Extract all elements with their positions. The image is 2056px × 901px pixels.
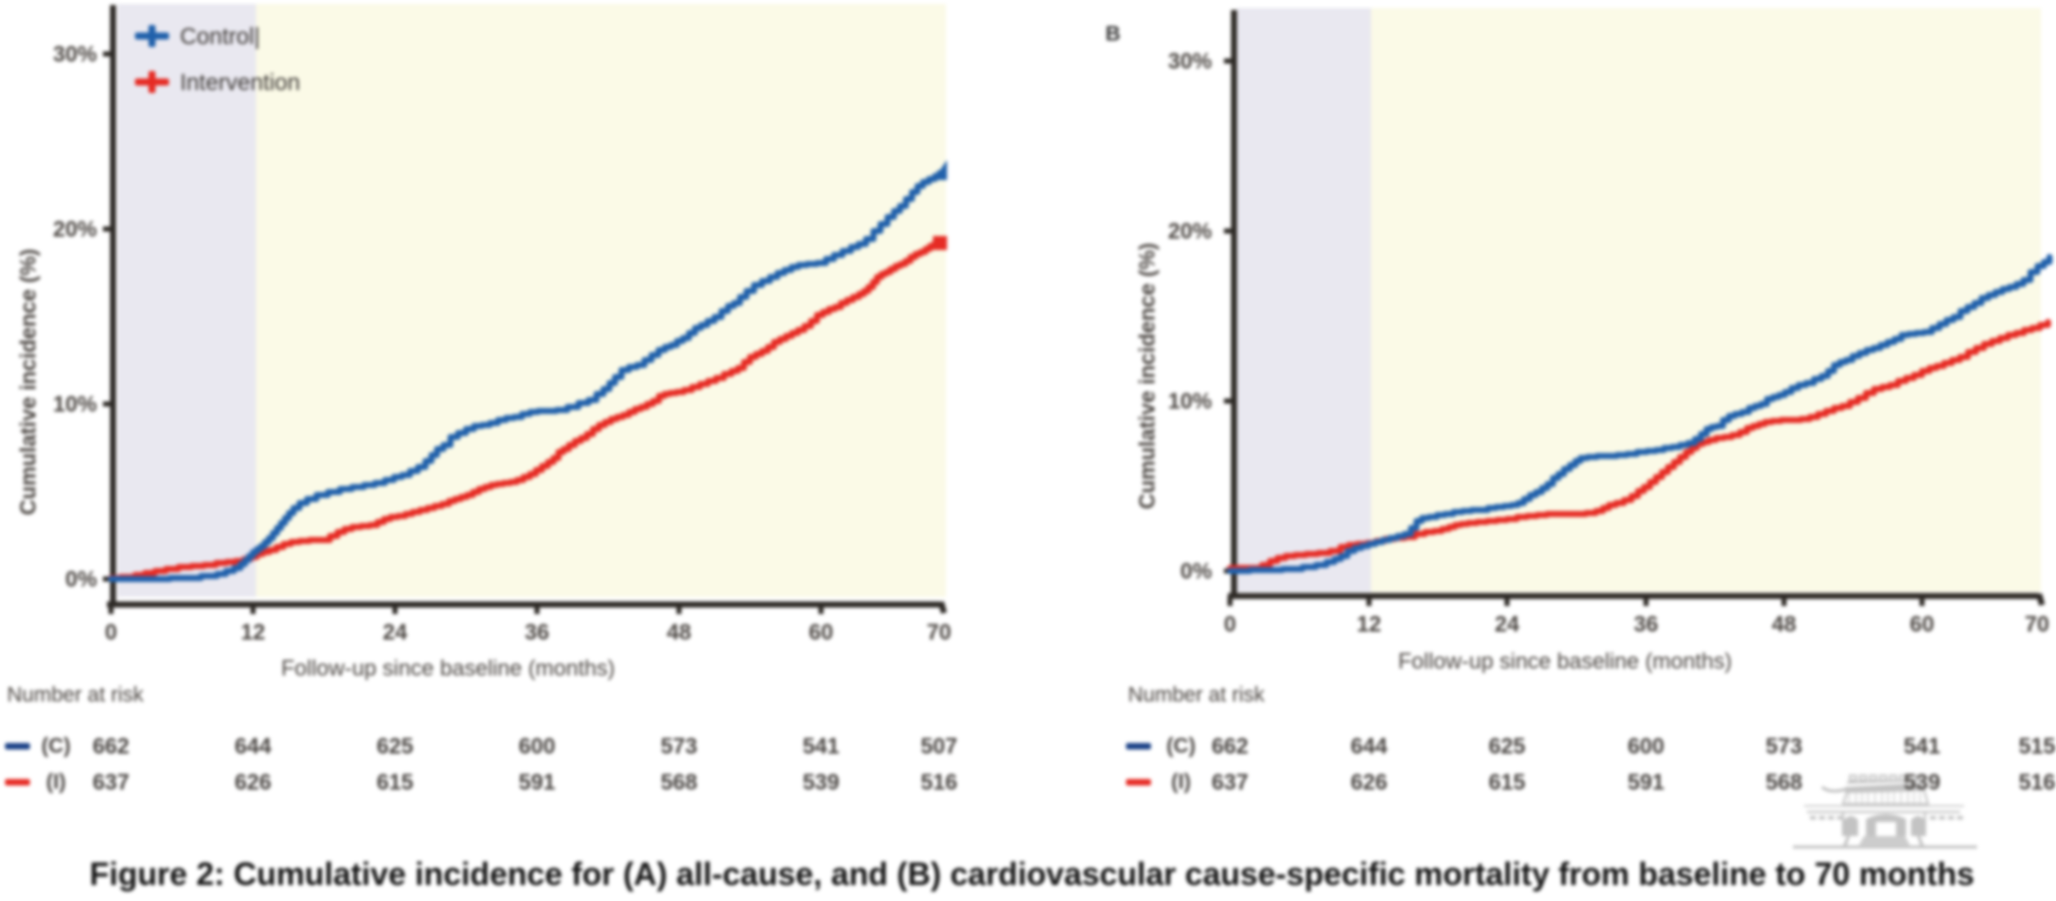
svg-text:Number at risk: Number at risk: [7, 684, 144, 707]
svg-text:70: 70: [2025, 612, 2049, 637]
svg-text:662: 662: [93, 734, 130, 759]
svg-text:573: 573: [661, 734, 698, 759]
svg-text:12: 12: [241, 620, 265, 645]
svg-text:591: 591: [519, 770, 556, 795]
svg-text:637: 637: [1212, 770, 1249, 795]
svg-text:36: 36: [1634, 612, 1658, 637]
svg-text:541: 541: [1904, 734, 1941, 759]
svg-text:615: 615: [1489, 770, 1526, 795]
svg-text:516: 516: [2019, 770, 2056, 795]
svg-text:60: 60: [1910, 612, 1934, 637]
svg-text:(C): (C): [41, 735, 70, 758]
svg-text:Cumulative incidence (%): Cumulative incidence (%): [1135, 243, 1160, 510]
svg-text:515: 515: [2019, 734, 2056, 759]
svg-text:10%: 10%: [53, 392, 97, 417]
svg-text:(I): (I): [1171, 771, 1191, 794]
svg-text:30%: 30%: [53, 42, 97, 67]
svg-text:568: 568: [1766, 770, 1803, 795]
svg-text:10%: 10%: [1168, 389, 1212, 414]
svg-text:568: 568: [661, 770, 698, 795]
svg-text:30%: 30%: [1168, 49, 1212, 74]
svg-text:60: 60: [809, 620, 833, 645]
svg-text:0: 0: [1224, 612, 1236, 637]
svg-text:24: 24: [383, 620, 408, 645]
svg-text:644: 644: [235, 734, 272, 759]
svg-text:625: 625: [377, 734, 414, 759]
svg-text:516: 516: [921, 770, 958, 795]
svg-text:20%: 20%: [1168, 219, 1212, 244]
svg-text:626: 626: [235, 770, 272, 795]
svg-text:Control|: Control|: [180, 23, 260, 49]
svg-text:539: 539: [803, 770, 840, 795]
svg-text:48: 48: [1772, 612, 1796, 637]
svg-text:Follow-up since baseline (mont: Follow-up since baseline (months): [1398, 649, 1732, 674]
svg-text:Intervention: Intervention: [180, 69, 300, 95]
svg-text:Cumulative incidence (%): Cumulative incidence (%): [16, 249, 41, 516]
svg-text:662: 662: [1212, 734, 1249, 759]
svg-text:539: 539: [1904, 770, 1941, 795]
svg-text:600: 600: [1628, 734, 1665, 759]
svg-text:24: 24: [1495, 612, 1520, 637]
svg-text:36: 36: [525, 620, 549, 645]
svg-text:Number at risk: Number at risk: [1128, 684, 1265, 707]
svg-text:48: 48: [667, 620, 691, 645]
svg-text:573: 573: [1766, 734, 1803, 759]
svg-text:637: 637: [93, 770, 130, 795]
svg-text:(I): (I): [46, 771, 66, 794]
svg-text:625: 625: [1489, 734, 1526, 759]
svg-text:0: 0: [105, 620, 117, 645]
svg-text:626: 626: [1351, 770, 1388, 795]
svg-text:507: 507: [921, 734, 958, 759]
svg-text:600: 600: [519, 734, 556, 759]
svg-text:591: 591: [1628, 770, 1665, 795]
svg-text:Figure 2: Cumulative incidence: Figure 2: Cumulative incidence for (A) a…: [90, 856, 1975, 892]
svg-text:B: B: [1105, 23, 1120, 46]
svg-text:Follow-up since baseline (mont: Follow-up since baseline (months): [281, 656, 615, 681]
svg-text:12: 12: [1357, 612, 1381, 637]
svg-text:615: 615: [377, 770, 414, 795]
svg-text:70: 70: [927, 620, 951, 645]
svg-text:0%: 0%: [1180, 559, 1212, 584]
svg-text:20%: 20%: [53, 217, 97, 242]
svg-text:0%: 0%: [65, 567, 97, 592]
svg-text:541: 541: [803, 734, 840, 759]
svg-text:644: 644: [1351, 734, 1388, 759]
svg-text:(C): (C): [1166, 735, 1195, 758]
